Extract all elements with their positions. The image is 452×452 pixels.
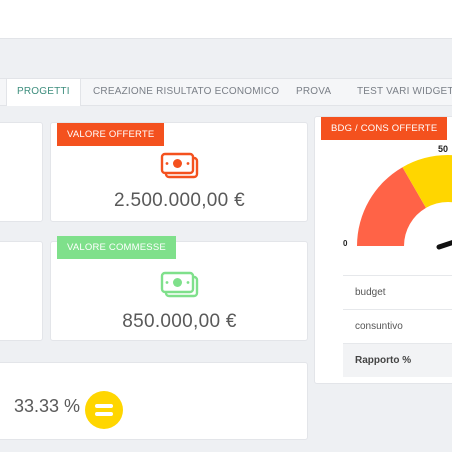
valore-offerte-amount: 2.500.000,00 € [114, 190, 245, 211]
valore-commesse-card: VALORE COMMESSE 850.000,00 € [50, 236, 308, 341]
valore-offerte-badge: VALORE OFFERTE [57, 123, 165, 146]
gauge-row-budget: budget [343, 275, 452, 309]
money-icon [160, 271, 199, 298]
ratio-value: 33.33 % [14, 396, 81, 416]
money-icon [160, 152, 199, 179]
tab-progetti[interactable]: PROGETTI [6, 79, 81, 106]
gauge-segment-low [357, 167, 426, 246]
top-bar [0, 0, 452, 39]
gauge-segment-mid-right [448, 155, 452, 203]
left-card-middle [0, 241, 43, 341]
gauge-mid-label: 50 [438, 144, 449, 154]
gauge-row-rapporto: Rapporto % [343, 343, 452, 377]
bdg-cons-offerte-badge: BDG / CONS OFFERTE [321, 117, 448, 140]
equals-icon [85, 391, 123, 429]
gauge-chart [357, 155, 452, 250]
gauge-needle [436, 240, 452, 250]
tab-test-vari-widget[interactable]: TEST VARI WIDGET [357, 86, 452, 97]
valore-commesse-amount: 850.000,00 € [122, 311, 237, 332]
left-card-top [0, 122, 43, 222]
tab-bar: PROGETTI CREAZIONE RISULTATO ECONOMICO P… [0, 78, 452, 106]
bdg-cons-offerte-card: BDG / CONS OFFERTE 50 0 budget consuntiv… [314, 116, 452, 384]
gauge-segment-mid [402, 155, 448, 208]
ratio-card: 33.33 % [0, 362, 308, 440]
tab-prova[interactable]: PROVA [296, 86, 332, 97]
valore-offerte-card: VALORE OFFERTE 2.500.000,00 € [50, 122, 308, 222]
gauge-row-consuntivo: consuntivo [343, 309, 452, 343]
valore-commesse-badge: VALORE COMMESSE [57, 236, 176, 259]
gauge-min-label: 0 [343, 239, 348, 248]
tab-creazione-risultato-economico[interactable]: CREAZIONE RISULTATO ECONOMICO [93, 86, 280, 97]
